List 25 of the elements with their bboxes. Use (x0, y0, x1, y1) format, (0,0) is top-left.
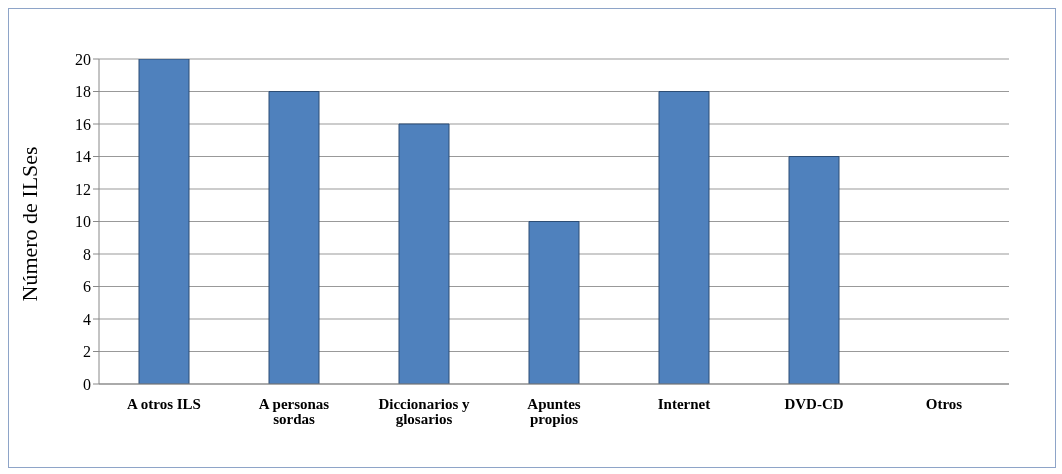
bar (788, 156, 840, 384)
x-tick-label: Internet (657, 395, 711, 412)
y-tick-label: 18 (75, 83, 91, 101)
bar (138, 59, 190, 384)
y-axis-title: Número de ILSes (16, 146, 42, 302)
bar (528, 221, 580, 384)
y-tick-label: 16 (75, 115, 91, 133)
y-tick-label: 0 (83, 375, 91, 393)
y-tick-label: 20 (75, 50, 91, 68)
bar (658, 91, 710, 384)
y-tick-label: 2 (83, 343, 91, 361)
x-tick-label: Apuntes propios (527, 395, 581, 427)
x-tick-label: Diccionarios y glosarios (378, 395, 471, 427)
y-tick-label: 12 (75, 180, 91, 198)
bar (268, 91, 320, 384)
x-tick-label: A otros ILS (127, 395, 201, 412)
x-tick-label: DVD-CD (784, 395, 844, 412)
y-tick-label: 8 (83, 245, 91, 263)
y-tick-label: 4 (83, 310, 91, 328)
y-tick-label: 14 (75, 148, 91, 166)
y-tick-label: 10 (75, 213, 91, 231)
x-tick-label: Otros (925, 395, 963, 412)
y-tick-label: 6 (83, 278, 91, 296)
x-tick-label: A personas sordas (258, 395, 330, 427)
bar (398, 123, 450, 384)
